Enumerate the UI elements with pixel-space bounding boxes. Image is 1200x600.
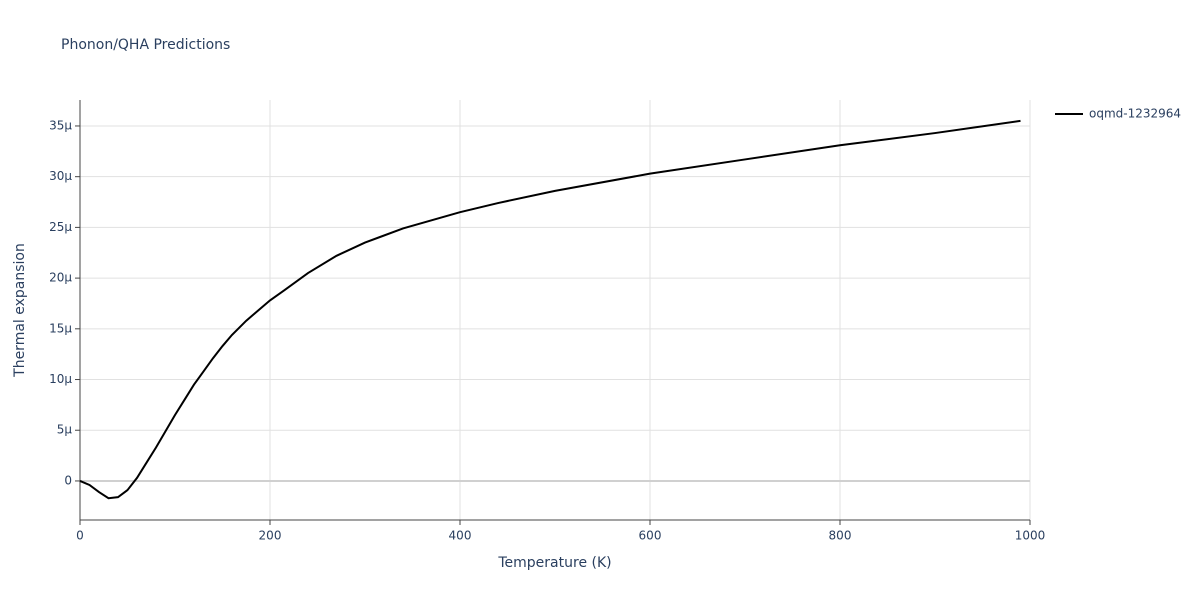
y-tick-label: 5μ — [57, 423, 73, 437]
y-tick-label: 15μ — [49, 321, 72, 335]
x-tick-label: 600 — [639, 529, 662, 543]
x-axis-title: Temperature (K) — [497, 555, 611, 571]
y-tick-label: 30μ — [49, 169, 72, 183]
x-tick-label: 800 — [829, 529, 852, 543]
x-tick-label: 1000 — [1015, 529, 1046, 543]
data-line — [79, 119, 1021, 500]
y-tick-label: 25μ — [49, 220, 72, 234]
y-tick-label: 10μ — [49, 372, 72, 386]
y-tick-label: 35μ — [49, 118, 72, 132]
legend-label: oqmd-1232964 — [1089, 107, 1181, 121]
x-tick-label: 0 — [76, 529, 84, 543]
y-tick-label: 0 — [64, 473, 72, 487]
y-axis-title: Thermal expansion — [12, 243, 28, 378]
y-tick-label: 20μ — [49, 271, 72, 285]
x-tick-label: 400 — [449, 529, 472, 543]
chart-title: Phonon/QHA Predictions — [61, 37, 230, 53]
x-tick-label: 200 — [259, 529, 282, 543]
